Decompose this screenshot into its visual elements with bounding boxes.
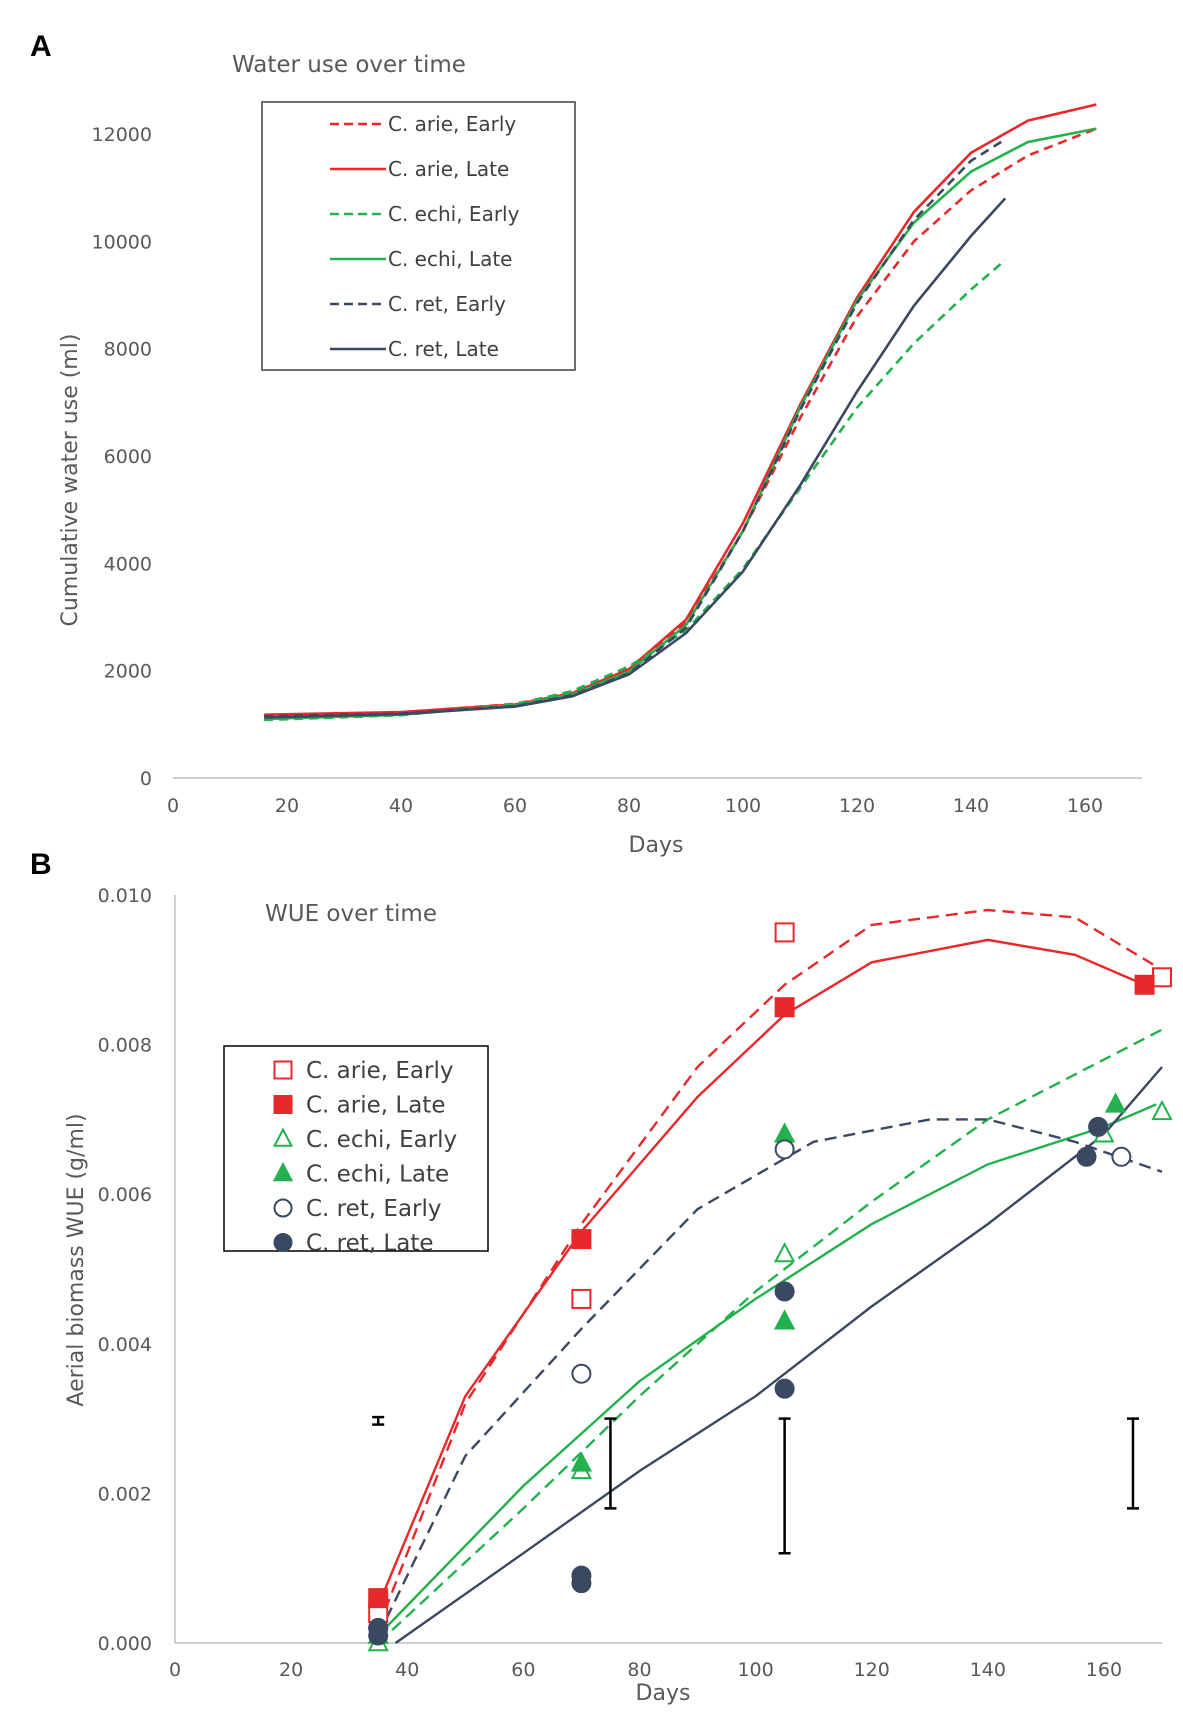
panel-b-ytick: 0.004 bbox=[98, 1334, 152, 1356]
panel-b-xtick: 140 bbox=[970, 1659, 1006, 1681]
trend-c-ret-early bbox=[377, 1118, 1163, 1637]
point-c-ret-early bbox=[571, 1363, 592, 1384]
panel-a-legend-box bbox=[261, 101, 576, 371]
panel-b-legend: C. arie, Early C. arie, Late C. echi, Earl… bbox=[272, 1058, 457, 1257]
point-c-ret-late bbox=[571, 1573, 592, 1594]
panel-a-xtick: 160 bbox=[1067, 795, 1103, 817]
point-c-ret-early bbox=[1111, 1146, 1132, 1167]
panel-a-legend: C. arie, Early C. arie, Late C. echi, Earl… bbox=[330, 112, 520, 361]
point-c-arie-late bbox=[368, 1588, 389, 1609]
panel-a-ytick: 8000 bbox=[104, 339, 152, 361]
legend-label-c-echi-late: C. echi, Late bbox=[388, 247, 512, 271]
panel-b-title: WUE over time bbox=[265, 901, 437, 927]
legend-label-c-echi-late: C. echi, Late bbox=[306, 1162, 449, 1188]
trend-c-echi-early bbox=[377, 1028, 1163, 1644]
panel-a-xtick: 20 bbox=[275, 795, 299, 817]
panel-a-ytick: 12000 bbox=[92, 124, 152, 146]
panel-b-trendlines bbox=[377, 908, 1163, 1644]
panel-a-xtick: 60 bbox=[503, 795, 527, 817]
point-c-ret-early bbox=[774, 1139, 795, 1160]
panel-a-xtick: 80 bbox=[617, 795, 641, 817]
legend-marker-c-arie-late bbox=[273, 1095, 293, 1114]
point-c-ret-late bbox=[774, 1378, 795, 1399]
panel-a-xlabel: Days bbox=[629, 833, 684, 858]
point-c-echi-early bbox=[1151, 1099, 1173, 1121]
panel-b-xtick: 20 bbox=[279, 1659, 303, 1681]
line-c-arie-early bbox=[264, 127, 1097, 718]
panel-b-xlabel: Days bbox=[636, 1681, 691, 1706]
panel-b-xtick: 60 bbox=[511, 1659, 535, 1681]
panel-b-label: B bbox=[30, 848, 52, 881]
line-c-ret-late bbox=[264, 197, 1007, 719]
legend-label-c-ret-early: C. ret, Early bbox=[388, 292, 506, 316]
panel-b-xtick: 100 bbox=[737, 1659, 773, 1681]
trend-c-echi-late bbox=[377, 1103, 1157, 1637]
legend-marker-c-ret-early bbox=[273, 1198, 293, 1218]
legend-label-c-echi-early: C. echi, Early bbox=[388, 202, 520, 226]
panel-b-ytick: 0.010 bbox=[98, 885, 152, 907]
point-c-ret-late bbox=[1088, 1116, 1109, 1137]
legend-label-c-arie-late: C. arie, Late bbox=[306, 1093, 445, 1119]
panel-a-ytick: 10000 bbox=[92, 231, 152, 253]
panel-b-xtick: 120 bbox=[854, 1659, 890, 1681]
panel-b-points bbox=[367, 922, 1173, 1652]
legend-label-c-ret-late: C. ret, Late bbox=[306, 1231, 434, 1257]
panel-a-xtick: 120 bbox=[839, 795, 875, 817]
point-c-arie-early bbox=[774, 922, 795, 943]
panel-b-xtick: 80 bbox=[627, 1659, 651, 1681]
trend-c-arie-early bbox=[377, 908, 1163, 1629]
legend-marker-c-echi-early bbox=[272, 1127, 294, 1147]
panel-a-xtick: 0 bbox=[167, 795, 179, 817]
panel-a-xtick: 140 bbox=[953, 795, 989, 817]
point-c-arie-early bbox=[1152, 967, 1172, 988]
point-c-arie-late bbox=[571, 1229, 592, 1250]
panel-a-ylabel: Cumulative water use (ml) bbox=[58, 334, 83, 627]
trend-c-arie-late bbox=[377, 938, 1146, 1607]
panel-a-ytick: 4000 bbox=[104, 553, 152, 575]
panel-b-xtick: 40 bbox=[395, 1659, 419, 1681]
legend-label-c-arie-late: C. arie, Late bbox=[388, 157, 509, 181]
panel-b-error-bars bbox=[372, 1415, 1139, 1555]
legend-marker-c-echi-late bbox=[272, 1162, 294, 1182]
panel-b-xtick: 0 bbox=[169, 1659, 181, 1681]
legend-label-c-ret-late: C. ret, Late bbox=[388, 337, 499, 361]
point-c-echi-early bbox=[773, 1241, 796, 1263]
point-c-echi-late bbox=[773, 1309, 796, 1330]
panel-b-xtick: 160 bbox=[1086, 1659, 1122, 1681]
panel-b-legend-box bbox=[223, 1045, 489, 1252]
panel-a-ytick: 6000 bbox=[104, 446, 152, 468]
point-c-arie-late bbox=[1134, 974, 1155, 995]
point-c-ret-late bbox=[368, 1625, 389, 1646]
legend-marker-c-ret-late bbox=[273, 1233, 293, 1252]
legend-label-c-arie-early: C. arie, Early bbox=[306, 1058, 453, 1084]
legend-label-c-ret-early: C. ret, Early bbox=[306, 1196, 442, 1222]
point-c-echi-late bbox=[773, 1122, 796, 1143]
panel-b-ylabel: Aerial biomass WUE (g/ml) bbox=[64, 1113, 89, 1406]
panel-a-ticks: 0 20 40 60 80 100 120 140 160 0 2000 4000 6000 8000 10… bbox=[92, 124, 1142, 817]
panel-b-ticks: 0 20 40 60 80 100 120 140 160 0.000 0.002 0.004 0.00… bbox=[98, 885, 1162, 1681]
panel-a-xtick: 40 bbox=[389, 795, 413, 817]
panel-a-ytick: 2000 bbox=[104, 661, 152, 683]
panel-a-series bbox=[264, 103, 1097, 722]
panel-b-ytick: 0.002 bbox=[98, 1483, 152, 1505]
point-c-arie-early bbox=[571, 1288, 592, 1309]
panel-b-ytick: 0.000 bbox=[98, 1633, 152, 1655]
legend-label-c-arie-early: C. arie, Early bbox=[388, 112, 516, 136]
panel-a-title: Water use over time bbox=[232, 52, 466, 78]
point-c-ret-late bbox=[774, 1281, 795, 1302]
point-c-arie-late bbox=[774, 997, 795, 1018]
panel-a-xtick: 100 bbox=[725, 795, 761, 817]
point-c-echi-late bbox=[1104, 1092, 1127, 1113]
panel-a-ytick: 0 bbox=[140, 768, 152, 790]
panel-b-ytick: 0.006 bbox=[98, 1184, 152, 1206]
legend-marker-c-arie-early bbox=[273, 1060, 293, 1080]
point-c-ret-late bbox=[1076, 1146, 1097, 1167]
panel-a-label: A bbox=[30, 30, 52, 63]
legend-label-c-echi-early: C. echi, Early bbox=[306, 1127, 457, 1153]
panel-b-ytick: 0.008 bbox=[98, 1035, 152, 1057]
point-c-echi-late bbox=[570, 1451, 593, 1472]
